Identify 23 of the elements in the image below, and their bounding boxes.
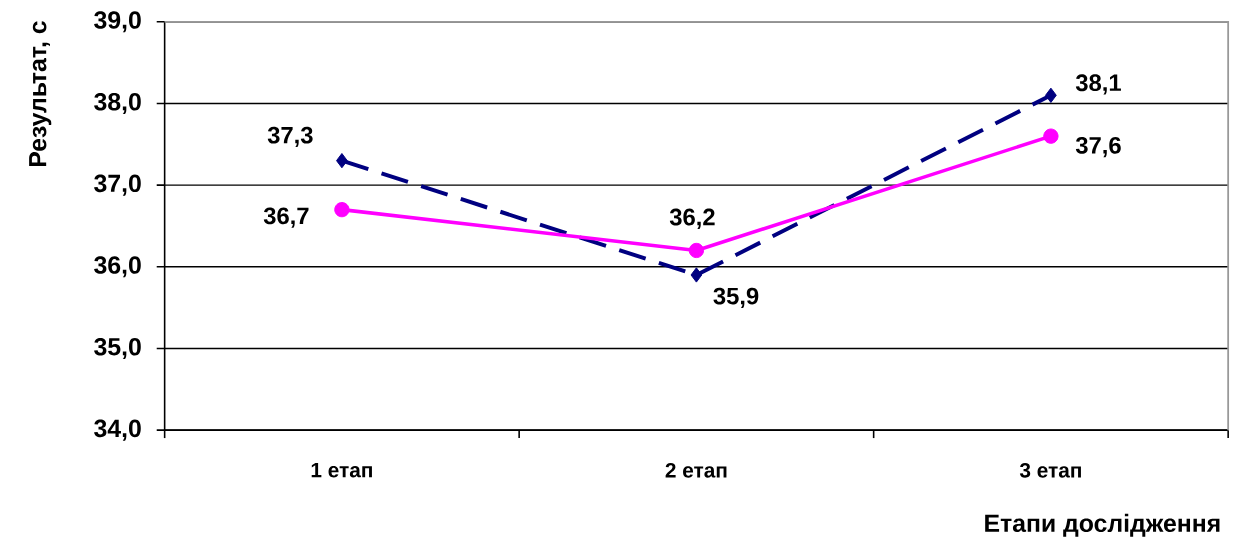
x-tick-label: 3 етап	[1019, 462, 1081, 478]
point	[1045, 87, 1057, 103]
x-tick-label: 1 етап	[311, 462, 372, 478]
data-label: 37,3	[267, 126, 313, 147]
point	[336, 152, 348, 169]
data-label: 37,6	[1075, 136, 1121, 158]
point	[334, 201, 350, 218]
y-tick-label: 39,0	[94, 11, 141, 33]
data-label: 38,1	[1075, 74, 1121, 95]
point	[690, 267, 703, 283]
y-axis-title: Результат, с	[29, 21, 52, 167]
y-tick-label: 38,0	[94, 92, 141, 114]
data-label: 36,7	[263, 207, 309, 228]
data-label: 35,9	[713, 287, 759, 308]
y-tick-label: 37,0	[94, 174, 141, 196]
y-tick-label: 35,0	[94, 337, 141, 359]
y-tick-label: 34,0	[94, 419, 141, 441]
x-tick-label: 2 етап	[665, 462, 727, 478]
point	[688, 242, 705, 259]
y-tick-label: 36,0	[94, 256, 141, 278]
x-axis-title: Етапи дослідження	[985, 513, 1220, 537]
point	[1043, 128, 1059, 144]
data-label: 36,2	[669, 208, 715, 229]
